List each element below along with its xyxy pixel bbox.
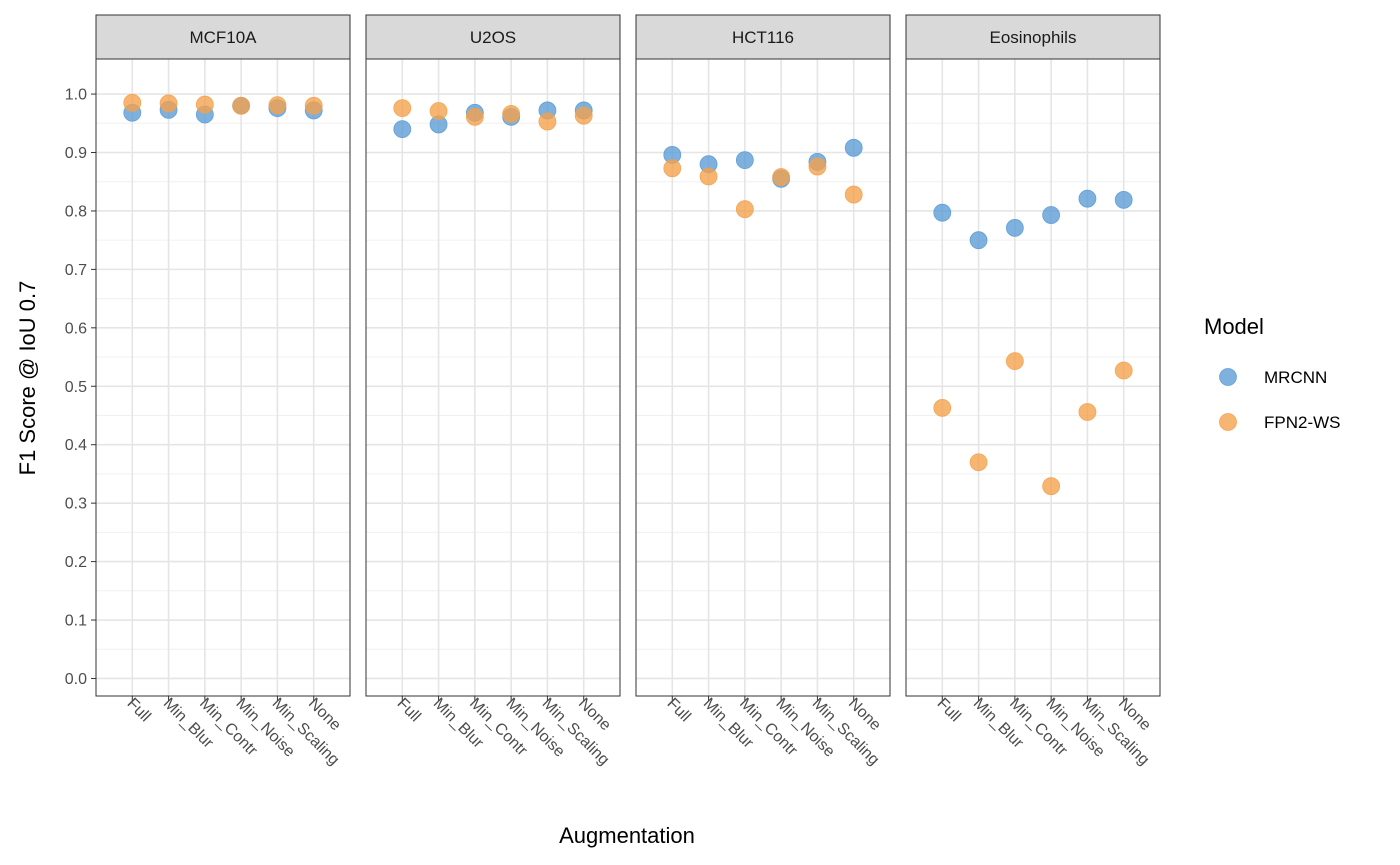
- data-point-fpn2-ws: [735, 200, 754, 219]
- y-tick-label: 0.9: [65, 145, 87, 162]
- x-tick-label: Full: [124, 695, 154, 725]
- x-tick-label: Full: [664, 695, 694, 725]
- y-tick-label: 0.3: [65, 496, 87, 513]
- facet-strip: [365, 14, 621, 60]
- x-tick-label: Full: [934, 695, 964, 725]
- data-point-fpn2-ws: [808, 157, 827, 176]
- plot-background: [906, 59, 1160, 696]
- data-point-fpn2-ws: [1042, 477, 1061, 496]
- data-point-fpn2-ws: [195, 95, 214, 114]
- y-tick-label: 0.8: [65, 203, 87, 220]
- data-point-mrcnn: [969, 231, 988, 250]
- legend-entries: MRCNN FPN2-WS: [1210, 359, 1341, 440]
- data-point-fpn2-ws: [1078, 403, 1097, 421]
- data-point-fpn2-ws: [232, 96, 251, 115]
- data-point-fpn2-ws: [159, 94, 178, 113]
- y-tick-label: 0.6: [65, 320, 87, 337]
- data-point-fpn2-ws: [1005, 352, 1024, 371]
- data-point-fpn2-ws: [574, 106, 593, 125]
- data-point-fpn2-ws: [393, 99, 412, 117]
- y-tick-label: 0.0: [65, 671, 87, 688]
- y-tick-label: 0.4: [65, 437, 87, 454]
- data-point-fpn2-ws: [123, 93, 142, 112]
- legend-title: Model: [1204, 314, 1264, 339]
- data-point-fpn2-ws: [304, 96, 323, 115]
- data-point-mrcnn: [1078, 189, 1097, 208]
- data-point-fpn2-ws: [772, 168, 791, 186]
- data-point-mrcnn: [844, 138, 863, 157]
- data-point-fpn2-ws: [465, 107, 484, 126]
- panel-border: [365, 58, 621, 697]
- data-point-fpn2-ws: [1114, 361, 1133, 380]
- panel-border: [95, 58, 351, 697]
- data-point-mrcnn: [1042, 206, 1061, 224]
- data-point-fpn2-ws: [969, 453, 988, 472]
- y-axis-title: F1 Score @ IoU 0.7: [15, 281, 40, 476]
- facet-strip: [95, 14, 351, 60]
- data-point-fpn2-ws: [502, 105, 521, 123]
- panel-border: [905, 58, 1161, 697]
- plot-background: [96, 59, 350, 696]
- y-tick-label: 0.7: [65, 262, 87, 279]
- data-point-fpn2-ws: [429, 102, 448, 120]
- y-tick-label: 0.2: [65, 554, 87, 571]
- data-point-mrcnn: [393, 120, 412, 139]
- facet-strip-label: U2OS: [470, 28, 516, 47]
- facet-strip-label: MCF10A: [189, 28, 257, 47]
- facet-strip: [635, 14, 891, 60]
- x-axis-title: Augmentation: [559, 823, 695, 848]
- legend-label: FPN2-WS: [1264, 413, 1341, 432]
- data-point-fpn2-ws: [268, 96, 287, 115]
- data-point-fpn2-ws: [933, 398, 952, 417]
- legend-key-fpn2-ws: [1219, 413, 1237, 431]
- data-point-fpn2-ws: [844, 185, 863, 204]
- data-point-mrcnn: [1005, 218, 1024, 237]
- data-point-mrcnn: [735, 151, 754, 170]
- data-point-mrcnn: [1114, 190, 1133, 209]
- y-axis: 0.0 0.1 0.2 0.3 0.4 0.5 0.6 0.7 0.8 0.9 1.0: [65, 87, 96, 688]
- data-point-mrcnn: [933, 203, 952, 222]
- y-tick-label: 0.1: [65, 613, 87, 630]
- panel-border: [635, 58, 891, 697]
- y-tick-label: 1.0: [65, 87, 87, 104]
- legend-label: MRCNN: [1264, 368, 1327, 387]
- data-point-fpn2-ws: [699, 167, 718, 186]
- plot-background: [366, 59, 620, 696]
- facet-strip-label: HCT116: [732, 28, 794, 47]
- legend: Model MRCNN FPN2-WS: [1204, 314, 1341, 440]
- y-tick-label: 0.5: [65, 379, 87, 396]
- data-point-fpn2-ws: [663, 159, 682, 178]
- data-point-fpn2-ws: [538, 112, 557, 131]
- x-tick-label: Full: [394, 695, 424, 725]
- legend-key-mrcnn: [1219, 368, 1237, 386]
- facet-strip-label: Eosinophils: [990, 28, 1077, 47]
